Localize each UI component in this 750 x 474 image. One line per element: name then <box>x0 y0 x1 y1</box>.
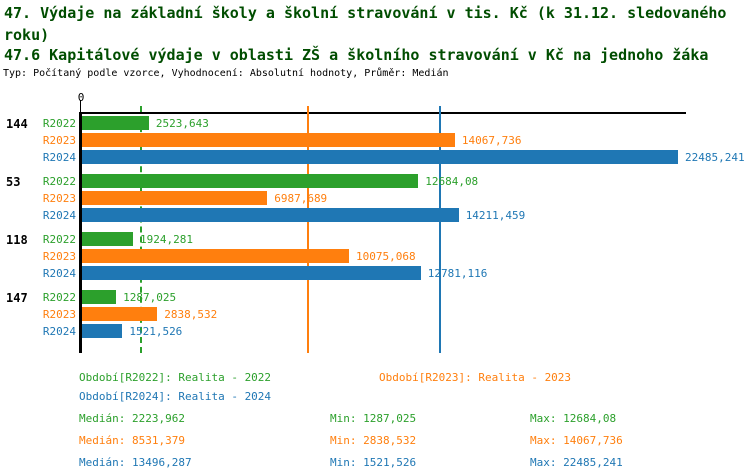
bar-r2024-53 <box>82 208 459 222</box>
bar-value-label: 22485,241 <box>685 151 745 164</box>
bar-value-label: 14211,459 <box>465 209 526 222</box>
bar-value-label: 2523,643 <box>155 117 209 130</box>
legend-min-r2023: Min: 2838,532 <box>330 434 417 447</box>
series-row-label-r2024: R2024 <box>42 325 76 338</box>
bar-value-label: 14067,736 <box>461 134 522 147</box>
series-row-label-r2023: R2023 <box>42 192 76 205</box>
legend-median-r2023: Medián: 8531,379 <box>79 434 185 447</box>
bar-r2024-118 <box>82 266 421 280</box>
series-row-label-r2024: R2024 <box>42 151 76 164</box>
group-label-53: 53 <box>6 175 21 189</box>
series-row-label-r2022: R2022 <box>42 291 76 304</box>
bar-r2023-118 <box>82 249 350 263</box>
series-row-label-r2024: R2024 <box>42 209 76 222</box>
group-label-118: 118 <box>6 233 28 247</box>
median-gridline-r2024 <box>438 106 441 353</box>
legend-max-r2024: Max: 22485,241 <box>530 456 623 469</box>
series-row-label-r2022: R2022 <box>42 117 76 130</box>
chart-meta-info: Typ: Počítaný podle vzorce, Vyhodnocení:… <box>3 68 449 79</box>
bar-r2024-147 <box>82 324 123 338</box>
bar-value-label: 10075,068 <box>356 250 416 263</box>
median-gridline-r2023 <box>307 106 310 353</box>
legend-period-r2023: Období[R2023]: Realita - 2023 <box>379 371 572 384</box>
chart-subtitle: 47.6 Kapitálové výdaje v oblasti ZŠ a šk… <box>4 46 709 64</box>
bar-value-label: 12781,116 <box>427 267 488 280</box>
x-axis-zero-tick <box>80 100 81 112</box>
group-label-144: 144 <box>6 117 28 131</box>
legend-max-r2023: Max: 14067,736 <box>530 434 623 447</box>
bar-value-label: 1521,526 <box>129 325 183 338</box>
legend-max-r2022: Max: 12684,08 <box>530 412 617 425</box>
median-gridline-r2022 <box>139 106 142 353</box>
x-axis-zero-label: 0 <box>77 91 85 104</box>
series-row-label-r2024: R2024 <box>42 267 76 280</box>
legend-median-r2024: Medián: 13496,287 <box>79 456 192 469</box>
bar-r2022-144 <box>82 116 149 130</box>
bar-r2022-118 <box>82 232 133 246</box>
bar-value-label: 12684,08 <box>425 175 479 188</box>
series-row-label-r2023: R2023 <box>42 250 76 263</box>
legend-period-r2024: Období[R2024]: Realita - 2024 <box>79 390 272 403</box>
bar-value-label: 2838,532 <box>164 308 218 321</box>
series-row-label-r2022: R2022 <box>42 233 76 246</box>
series-row-label-r2022: R2022 <box>42 175 76 188</box>
series-row-label-r2023: R2023 <box>42 308 76 321</box>
legend-min-r2022: Min: 1287,025 <box>330 412 417 425</box>
bar-value-label: 1287,025 <box>123 291 177 304</box>
legend-period-r2022: Období[R2022]: Realita - 2022 <box>79 371 272 384</box>
bar-r2023-53 <box>82 191 268 205</box>
bar-value-label: 6987,689 <box>274 192 328 205</box>
report-title: 47. Výdaje na základní školy a školní st… <box>4 4 727 44</box>
y-axis-line <box>79 112 82 353</box>
bar-r2023-147 <box>82 307 158 321</box>
x-axis-line <box>80 112 686 114</box>
bar-r2022-147 <box>82 290 117 304</box>
series-row-label-r2023: R2023 <box>42 134 76 147</box>
bar-value-label: 1924,281 <box>140 233 193 246</box>
bar-r2024-144 <box>82 150 678 164</box>
bar-r2022-53 <box>82 174 419 188</box>
bar-r2023-144 <box>82 133 455 147</box>
legend-min-r2024: Min: 1521,526 <box>330 456 417 469</box>
legend-median-r2022: Medián: 2223,962 <box>79 412 185 425</box>
group-label-147: 147 <box>6 291 28 305</box>
